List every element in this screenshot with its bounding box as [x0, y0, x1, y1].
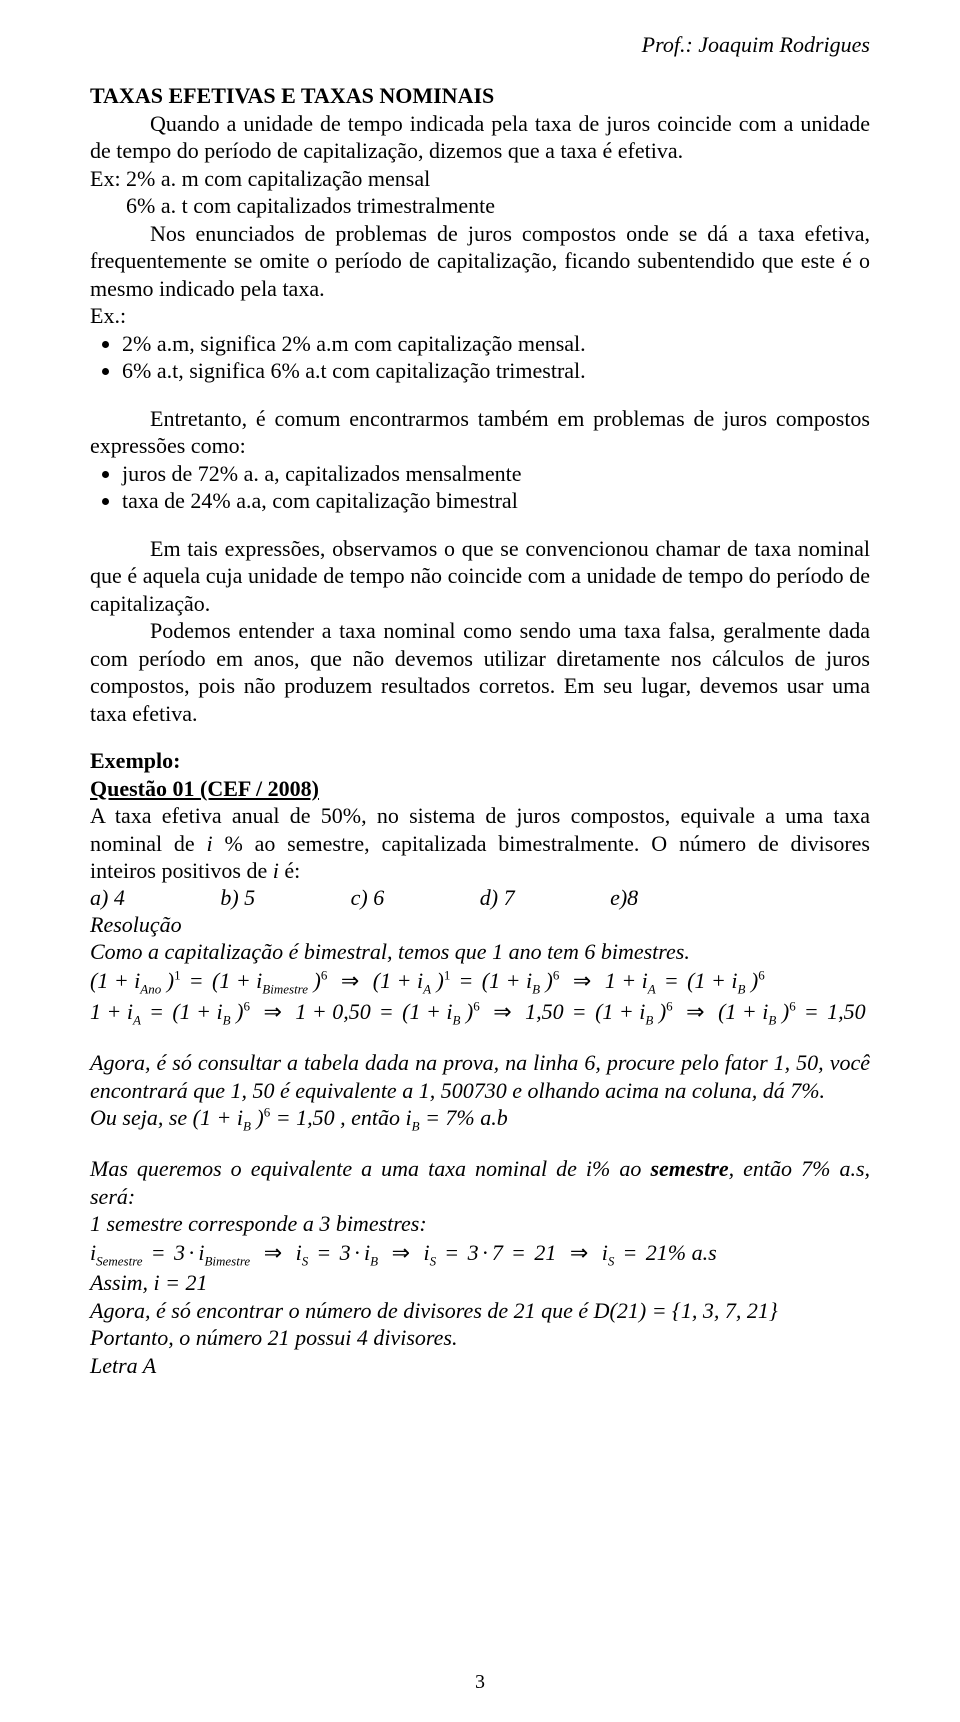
r3a: Ou seja, se	[90, 1105, 193, 1130]
sub-b7: B	[243, 1119, 251, 1134]
v050: 0,50	[332, 999, 371, 1024]
bullet-list-1: 2% a.m, significa 2% a.m com capitalizaç…	[122, 330, 870, 385]
para-3: 6% a. t com capitalizados trimestralment…	[90, 192, 870, 220]
res-line-1: Como a capitalização é bimestral, temos …	[90, 938, 870, 966]
res-line-8: Portanto, o número 21 possui 4 divisores…	[90, 1324, 870, 1352]
opt-c: c) 6	[351, 885, 385, 911]
bullet-list-2: juros de 72% a. a, capitalizados mensalm…	[122, 460, 870, 515]
para-6: Em tais expressões, observamos o que se …	[90, 535, 870, 618]
res-line-3: Ou seja, se (1 + iB )6 = 1,50 , então iB…	[90, 1104, 870, 1135]
sub-s2: S	[430, 1253, 437, 1268]
para-5: Entretanto, é comum encontrarmos também …	[90, 405, 870, 460]
opt-b: b) 5	[220, 885, 255, 911]
title-line: TAXAS EFETIVAS E TAXAS NOMINAIS	[90, 82, 870, 110]
options-row: a) 4 b) 5 c) 6 d) 7 e)8	[90, 885, 870, 911]
res-line-4: Mas queremos o equivalente a uma taxa no…	[90, 1155, 870, 1210]
sub-sem: Semestre	[96, 1253, 142, 1268]
r4a: Mas queremos o equivalente a uma taxa no…	[90, 1156, 650, 1181]
bullet-4: taxa de 24% a.a, com capitalização bimes…	[122, 487, 870, 515]
v150c: 1,50	[296, 1105, 335, 1130]
sub-bim: Bimestre	[262, 981, 308, 996]
questao-text: Questão 01 (CEF / 2008)	[90, 776, 319, 801]
math-line-1: (1 + iAno )1 = (1 + iBimestre )6 ⇒ (1 + …	[90, 966, 870, 998]
bullet-2: 6% a.t, significa 6% a.t com capitalizaç…	[122, 357, 870, 385]
sub-b9: B	[370, 1253, 378, 1268]
eq7: = 7%	[420, 1105, 475, 1130]
math-line-3: iSemestre = 3·iBimestre ⇒ iS = 3·iB ⇒ iS…	[90, 1238, 870, 1270]
sub-a1: A	[423, 981, 431, 996]
sub-a3: A	[133, 1013, 141, 1028]
r3b: , então	[340, 1105, 405, 1130]
sub-b2: B	[737, 981, 745, 996]
page-number: 3	[0, 1671, 960, 1694]
sub-s1: S	[302, 1253, 309, 1268]
resolucao-label: Resolução	[90, 911, 870, 939]
opt-e: e)8	[610, 885, 638, 911]
sub-b8: B	[412, 1119, 420, 1134]
sub-ano: Ano	[140, 981, 161, 996]
header-prof: Prof.: Joaquim Rodrigues	[90, 32, 870, 58]
sub-a2: A	[648, 981, 656, 996]
sub-b3: B	[223, 1013, 231, 1028]
para-2: Ex: 2% a. m com capitalização mensal	[90, 165, 870, 193]
question-body: A taxa efetiva anual de 50%, no sistema …	[90, 802, 870, 885]
para-7: Podemos entender a taxa nominal como sen…	[90, 617, 870, 727]
v150b: 1,50	[827, 999, 866, 1024]
sub-b4: B	[452, 1013, 460, 1028]
bullet-1: 2% a.m, significa 2% a.m com capitalizaç…	[122, 330, 870, 358]
sub-s3: S	[608, 1253, 615, 1268]
title: TAXAS EFETIVAS E TAXAS NOMINAIS	[90, 83, 494, 108]
v150a: 1,50	[525, 999, 564, 1024]
math-line-2: 1 + iA = (1 + iB )6 ⇒ 1 + 0,50 = (1 + iB…	[90, 997, 870, 1029]
res-line-9: Letra A	[90, 1352, 870, 1380]
res-line-6: Assim, i = 21	[90, 1269, 870, 1297]
opt-a: a) 4	[90, 885, 125, 911]
sub-b1: B	[532, 981, 540, 996]
r3c: a.b	[480, 1105, 508, 1130]
res-line-5: 1 semestre corresponde a 3 bimestres:	[90, 1210, 870, 1238]
sub-b6: B	[768, 1013, 776, 1028]
page: Prof.: Joaquim Rodrigues TAXAS EFETIVAS …	[0, 0, 960, 1722]
q-part-c: é:	[279, 858, 300, 883]
opt-d: d) 7	[480, 885, 515, 911]
r4b: semestre	[650, 1156, 728, 1181]
para-1: Quando a unidade de tempo indicada pela …	[90, 110, 870, 165]
res-line-7: Agora, é só encontrar o número de diviso…	[90, 1297, 870, 1325]
bullet-3: juros de 72% a. a, capitalizados mensalm…	[122, 460, 870, 488]
ex-label: Ex.:	[90, 302, 870, 330]
sub-b5: B	[645, 1013, 653, 1028]
para-4: Nos enunciados de problemas de juros com…	[90, 220, 870, 303]
exemplo-text: Exemplo:	[90, 748, 180, 773]
sub-bim2: Bimestre	[204, 1253, 250, 1268]
res-line-2: Agora, é só consultar a tabela dada na p…	[90, 1049, 870, 1104]
questao-label: Questão 01 (CEF / 2008)	[90, 775, 870, 803]
exemplo-label: Exemplo:	[90, 747, 870, 775]
